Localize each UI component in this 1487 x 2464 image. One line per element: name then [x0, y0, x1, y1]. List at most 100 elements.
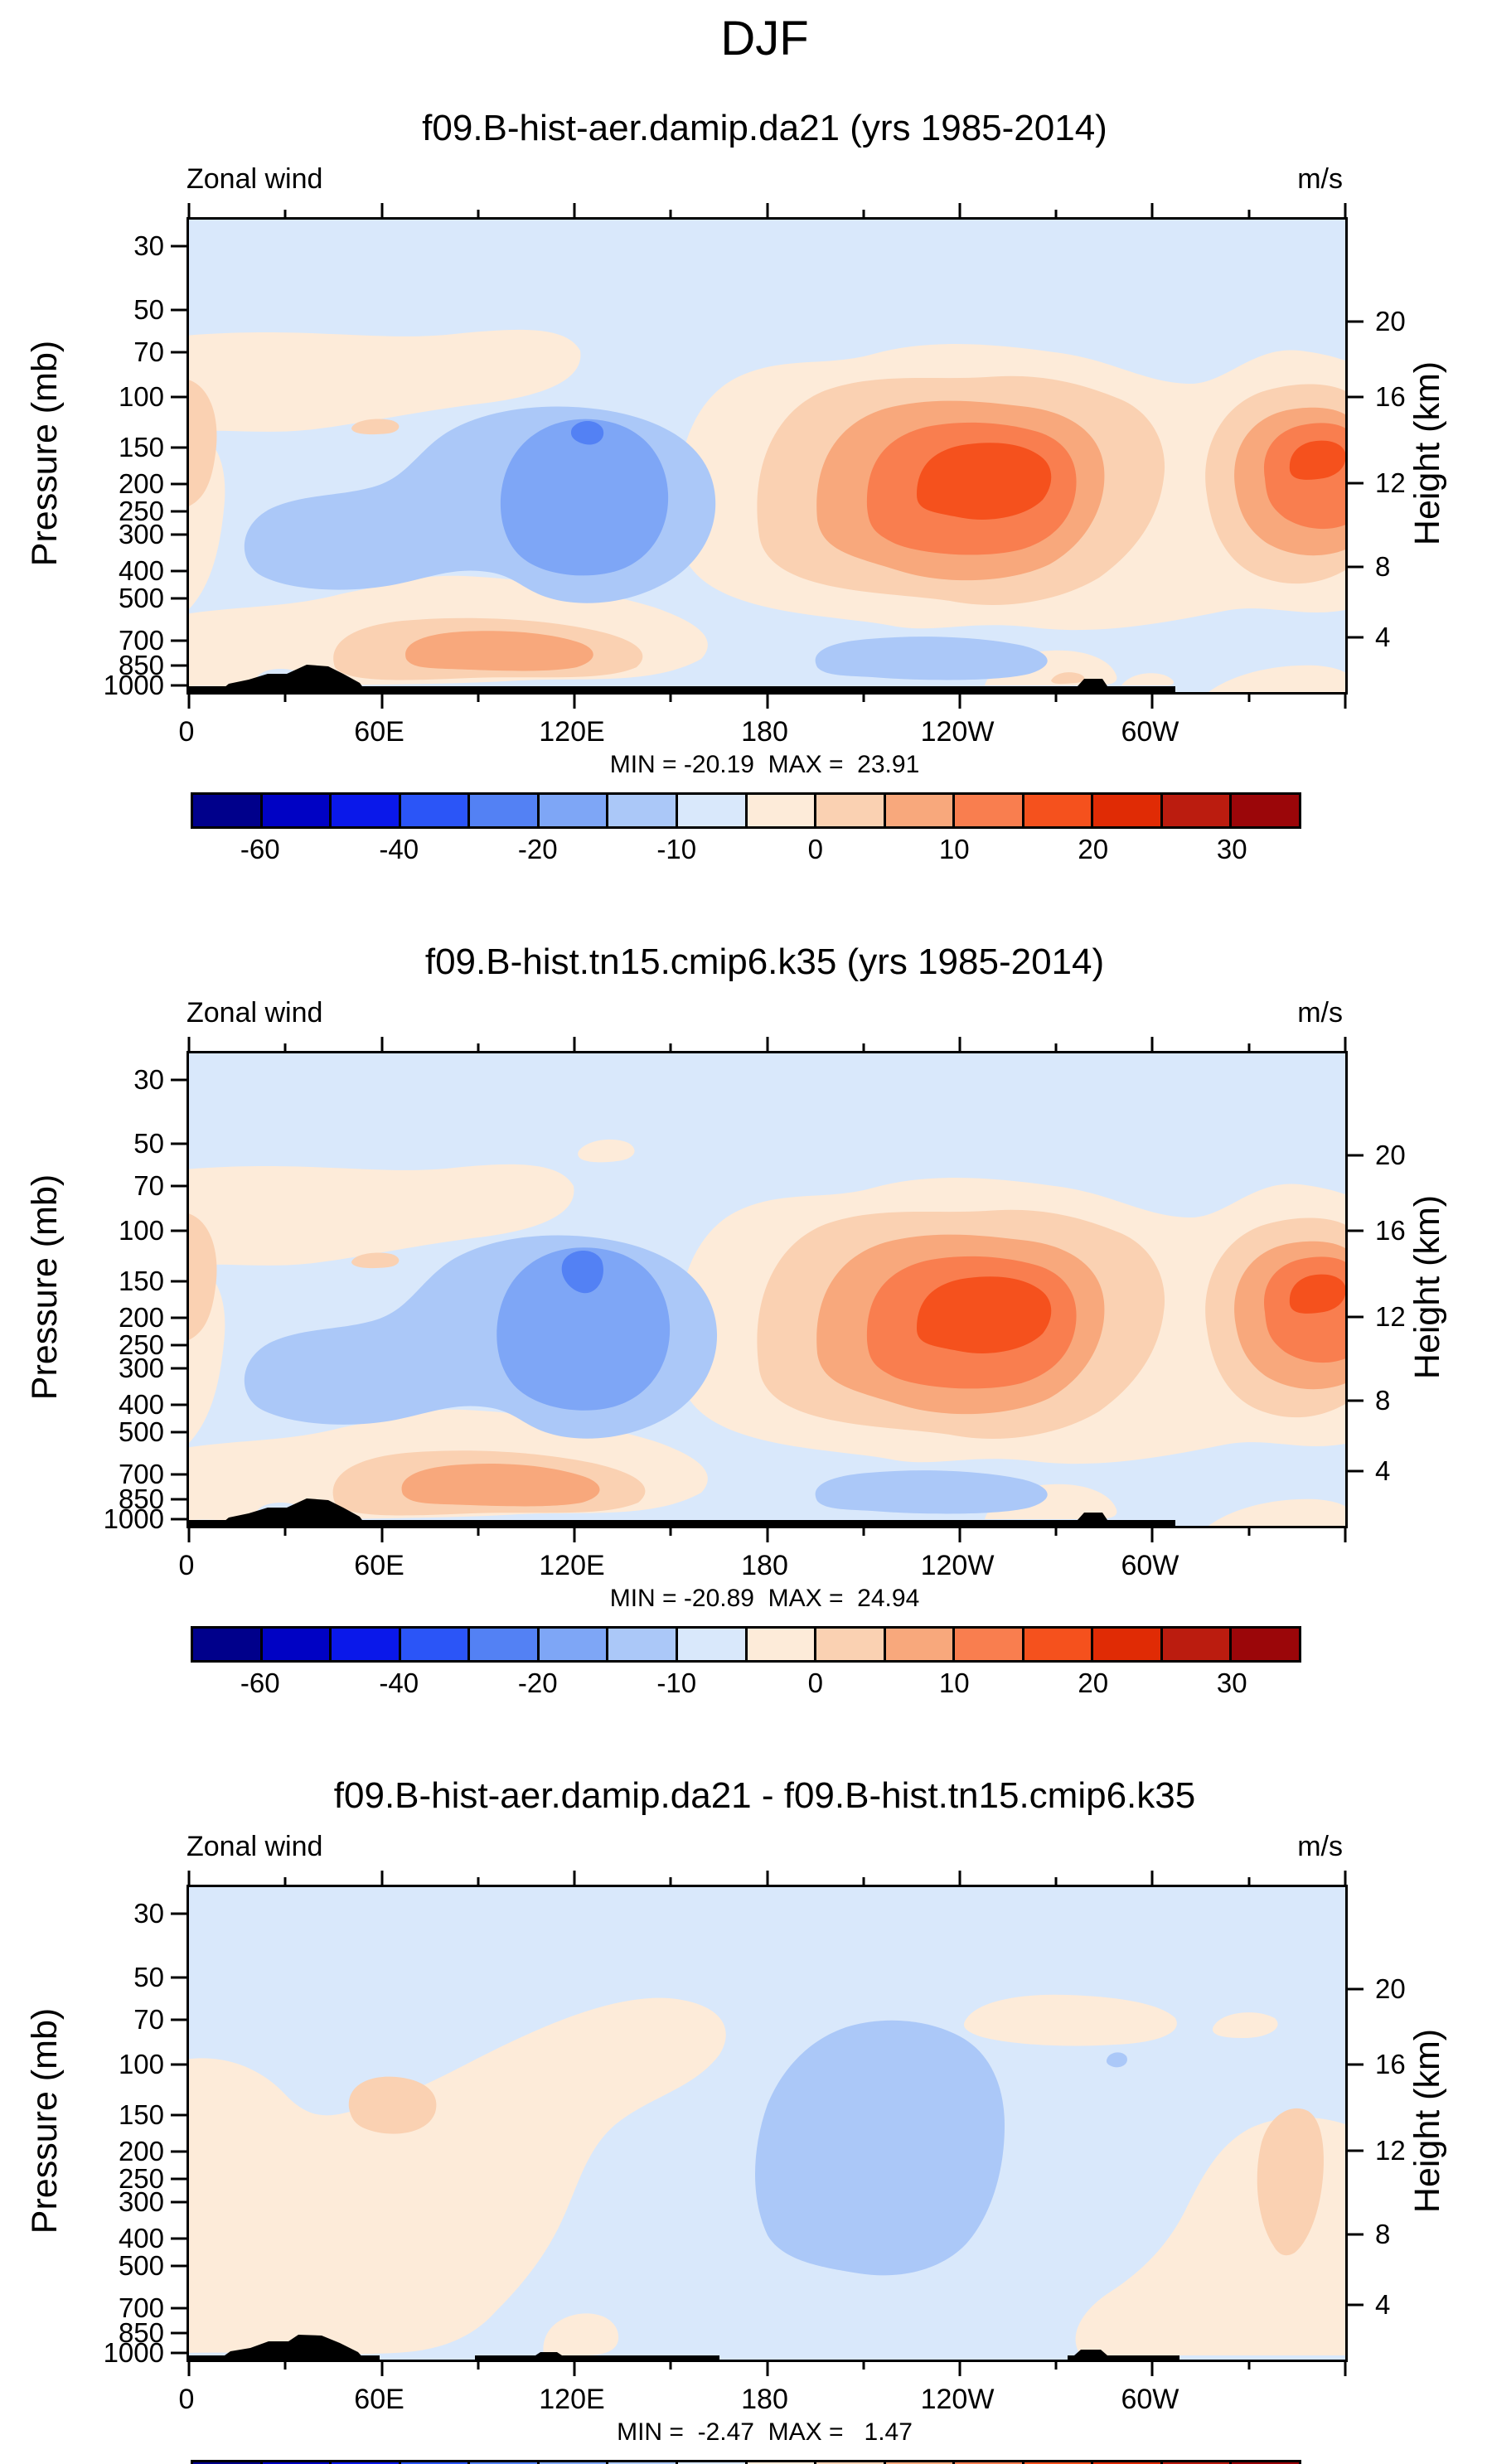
axis-tick — [1150, 203, 1154, 220]
colorbar-cell — [1162, 1629, 1233, 1660]
axis-tick — [1054, 2360, 1058, 2370]
plot-frame: 30 50 70 100 150 200 250 300 400 500 700 850 1000 20… — [104, 203, 1406, 709]
plot-frame: 30 50 70 100 150 200 250 300 400 500 700 850 1000 20… — [104, 1871, 1406, 2376]
axis-tick — [573, 1037, 576, 1053]
longitude-tick-label: 60W — [1121, 1550, 1179, 1581]
pressure-tick-label: 250 — [118, 2163, 164, 2195]
pressure-tick-label: 150 — [118, 1266, 164, 1297]
pressure-tick-label: 1000 — [103, 2337, 164, 2369]
longitude-tick-labels: 0 60E 120E 180 120W 60W — [179, 2384, 1343, 2417]
pressure-tick-label: 850 — [118, 2316, 164, 2348]
axis-tick — [187, 2360, 191, 2376]
pressure-tick-label: 30 — [133, 230, 164, 261]
axis-tick — [171, 2200, 189, 2204]
panel-title: f09.B-hist-aer.damip.da21 - f09.B-hist.t… — [333, 1775, 1196, 1816]
pressure-tick-label: 250 — [118, 1329, 164, 1361]
axis-tick — [1344, 1526, 1347, 1542]
colorbar-tick-label: 20 — [1078, 834, 1109, 864]
pressure-tick-label: 100 — [118, 2048, 164, 2079]
colorbar-cell — [193, 2462, 263, 2464]
axis-tick — [171, 446, 189, 449]
axis-tick — [958, 1871, 961, 1887]
axis-tick — [171, 308, 189, 312]
axis-tick — [283, 692, 287, 702]
panel-2: f09.B-hist.tn15.cmip6.k35 (yrs 1985-2014… — [0, 940, 1487, 1704]
axis-tick — [171, 482, 189, 486]
axis-tick — [669, 2360, 672, 2370]
axis-tick — [380, 2360, 384, 2376]
axis-tick — [669, 692, 672, 702]
axis-tick — [1344, 203, 1347, 220]
height-tick-labels: 20 16 12 8 4 — [1375, 1053, 1475, 1526]
height-tick-label: 12 — [1375, 1301, 1406, 1333]
colorbar: -18-15-12-9-6-3-101369121518 — [191, 2460, 1301, 2464]
subtitle-row: Zonal wind m/s — [186, 996, 1343, 1029]
colorbar-tick-label: 10 — [938, 1668, 970, 1698]
minmax-readout: MIN = -2.47 MAX = 1.47 — [617, 2418, 913, 2446]
colorbar: -60 -40 -20 -10 0 10 20 30 — [191, 1626, 1301, 1704]
pressure-tick-labels: 30 50 70 100 150 200 250 300 400 500 700 850 1000 — [40, 1887, 164, 2368]
colorbar-cell — [1093, 795, 1163, 826]
axis-tick — [862, 692, 865, 702]
axis-tick — [283, 2360, 287, 2370]
axis-tick — [1150, 1037, 1154, 1053]
axis-tick — [1345, 1987, 1363, 1991]
colorbar-cell — [608, 1629, 678, 1660]
colorbar-tick-label: -10 — [656, 834, 697, 864]
axis-tick — [1150, 1526, 1154, 1542]
units-label: m/s — [1297, 997, 1343, 1029]
axis-tick — [477, 1877, 480, 1887]
field-label: Zonal wind — [186, 163, 323, 195]
plot-frame: 30 50 70 100 150 200 250 300 400 500 700 850 1000 20… — [104, 1037, 1406, 1542]
subtitle-row: Zonal wind m/s — [186, 1830, 1343, 1863]
colorbar-cell — [332, 2462, 401, 2464]
axis-tick — [958, 2360, 961, 2376]
height-tick-label: 4 — [1375, 1455, 1391, 1487]
pressure-tick-label: 70 — [133, 2004, 164, 2036]
colorbar: -60 -40 -20 -10 0 10 20 30 — [191, 792, 1301, 870]
pressure-tick-label: 200 — [118, 467, 164, 499]
colorbar-cell — [608, 2462, 678, 2464]
longitude-tick-label: 120W — [920, 716, 995, 748]
axis-tick — [477, 2360, 480, 2370]
pressure-tick-label: 400 — [118, 554, 164, 586]
pressure-tick-label: 70 — [133, 336, 164, 368]
colorbar-cell — [470, 795, 540, 826]
axis-tick — [573, 692, 576, 709]
axis-tick — [862, 1043, 865, 1053]
panel-3: f09.B-hist-aer.damip.da21 - f09.B-hist.t… — [0, 1774, 1487, 2464]
contour-negative-regions — [244, 406, 1048, 689]
axis-tick — [171, 2063, 189, 2066]
colorbar-cell — [400, 2462, 471, 2464]
axis-tick — [862, 210, 865, 220]
axis-tick — [283, 210, 287, 220]
axis-tick — [171, 1976, 189, 1979]
pressure-tick-label: 300 — [118, 519, 164, 550]
longitude-tick-labels: 0 60E 120E 180 120W 60W — [179, 716, 1343, 749]
minmax-readout: MIN = -20.89 MAX = 24.94 — [609, 1585, 920, 1612]
axis-tick — [573, 203, 576, 220]
colorbar-cell — [747, 1629, 817, 1660]
colorbar-cell — [885, 1629, 956, 1660]
field-label: Zonal wind — [186, 997, 323, 1029]
longitude-tick-label: 60E — [354, 1550, 404, 1581]
axis-tick — [380, 692, 384, 709]
axis-tick — [171, 639, 189, 642]
colorbar-cell — [955, 795, 1024, 826]
axis-tick — [171, 1280, 189, 1283]
colorbar-cell — [193, 795, 263, 826]
longitude-tick-label: 60E — [354, 716, 404, 748]
axis-tick — [958, 692, 961, 709]
colorbar-cells — [191, 1626, 1301, 1663]
contour-plot-svg — [189, 220, 1345, 692]
height-tick-label: 8 — [1375, 1384, 1391, 1416]
units-label: m/s — [1297, 163, 1343, 195]
longitude-tick-label: 180 — [741, 1550, 788, 1581]
height-tick-labels: 20 16 12 8 4 — [1375, 1887, 1475, 2360]
axis-tick — [1054, 210, 1058, 220]
subtitle-row: Zonal wind m/s — [186, 162, 1343, 196]
colorbar-tick-label: 30 — [1216, 834, 1247, 864]
plot-area: Zonal wind m/s Pressure (mb) Height (km)… — [25, 162, 1447, 870]
axis-tick — [477, 210, 480, 220]
